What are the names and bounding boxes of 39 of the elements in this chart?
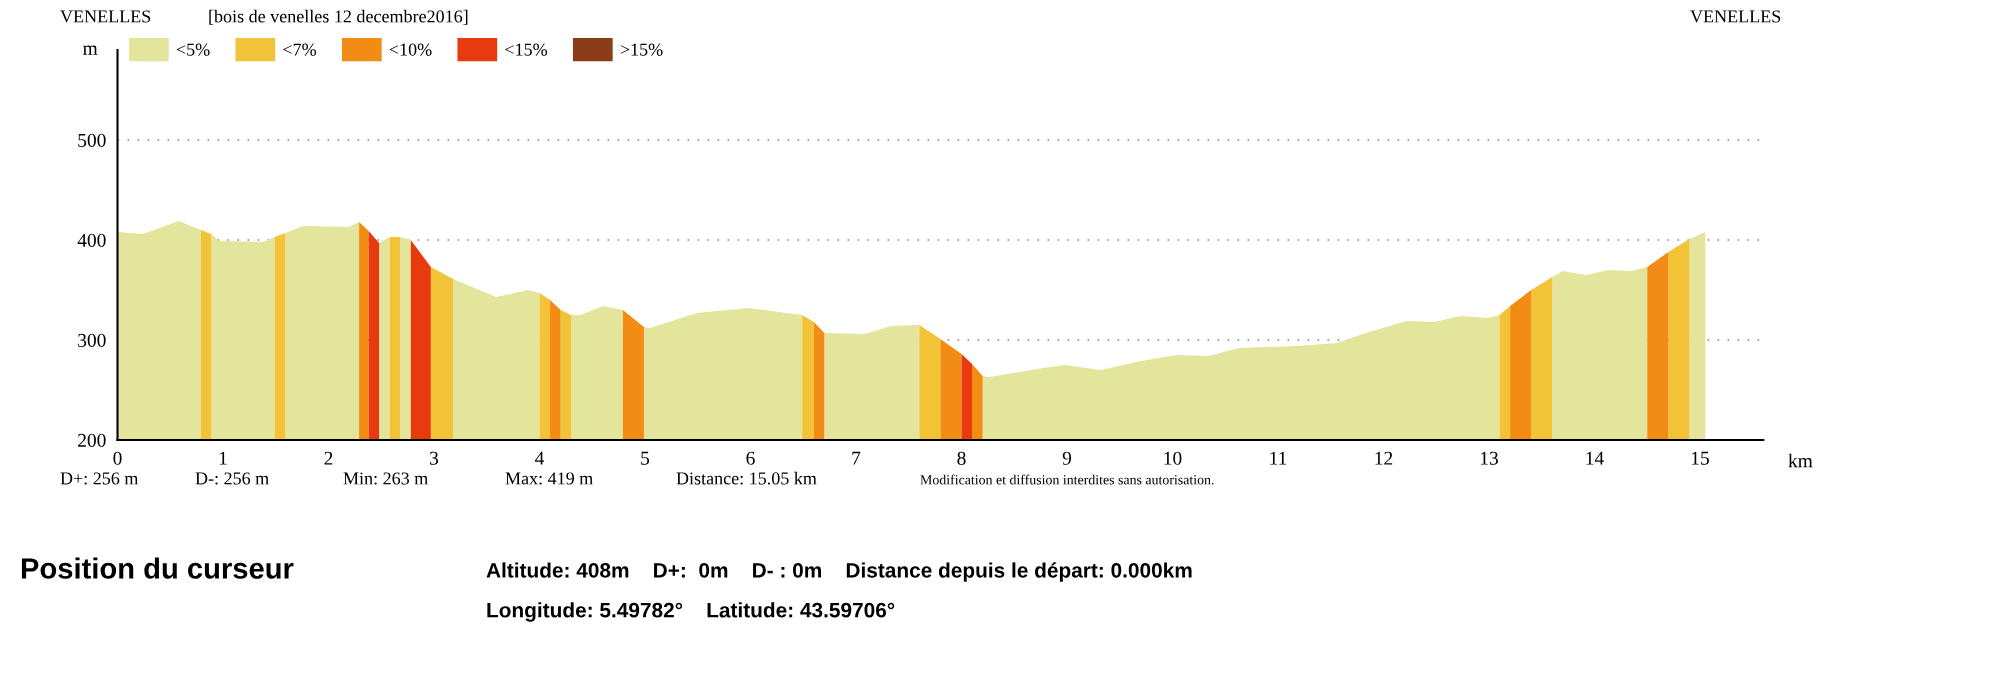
x-tick-label: 6 xyxy=(746,451,755,465)
x-tick-label: 3 xyxy=(430,451,439,465)
chart-title: [bois de venelles 12 decembre2016] xyxy=(209,9,468,25)
x-tick-label: 7 xyxy=(852,451,861,465)
x-tick-label: 0 xyxy=(113,451,122,465)
text: Max: 419 m xyxy=(505,472,593,485)
y-tick-label: 200 xyxy=(78,433,106,447)
x-tick-label: 14 xyxy=(1586,451,1604,465)
x-tick-label: 10 xyxy=(1164,451,1182,465)
text: Position du curseur xyxy=(21,557,294,579)
x-tick-label: 13 xyxy=(1480,451,1498,465)
text: Distance: 15.05 km xyxy=(676,471,817,485)
text: Modification et diffusion interdites sans autorisation. xyxy=(920,474,1214,485)
y-tick-label: 300 xyxy=(78,333,106,347)
legend-label: <10% xyxy=(389,43,432,56)
x-tick-label: 5 xyxy=(641,451,650,465)
x-tick-label: 11 xyxy=(1270,451,1287,465)
text: D-: 256 m xyxy=(195,472,269,485)
x-tick-label: 4 xyxy=(535,451,545,465)
text: Min: 263 m xyxy=(343,472,428,485)
legend-label: <7% xyxy=(283,43,317,56)
x-tick-label: 2 xyxy=(324,451,333,465)
x-tick-label: 12 xyxy=(1375,451,1393,465)
text: VENELLES xyxy=(1690,10,1781,23)
x-tick-label: 9 xyxy=(1062,451,1072,465)
text: Altitude: 408m D+: 0m D- : 0m Distance depuis le départ: 0.000km xyxy=(486,562,1192,582)
y-tick-label: 400 xyxy=(77,233,106,247)
y-axis-title: m xyxy=(83,45,98,55)
text: Longitude: 5.49782° Latitude: 43.59706° xyxy=(487,602,895,622)
legend-label: <5% xyxy=(176,43,210,56)
text: VENELLES xyxy=(60,10,151,23)
y-tick-label: 500 xyxy=(78,133,106,147)
x-tick-label: 8 xyxy=(957,451,966,465)
legend-label: <15% xyxy=(505,43,548,56)
x-axis-title: km xyxy=(1788,453,1813,468)
legend-label: >15% xyxy=(620,43,663,56)
text: D+: 256 m xyxy=(60,472,139,485)
x-tick-label: 15 xyxy=(1691,451,1709,465)
x-tick-label: 1 xyxy=(219,451,227,465)
